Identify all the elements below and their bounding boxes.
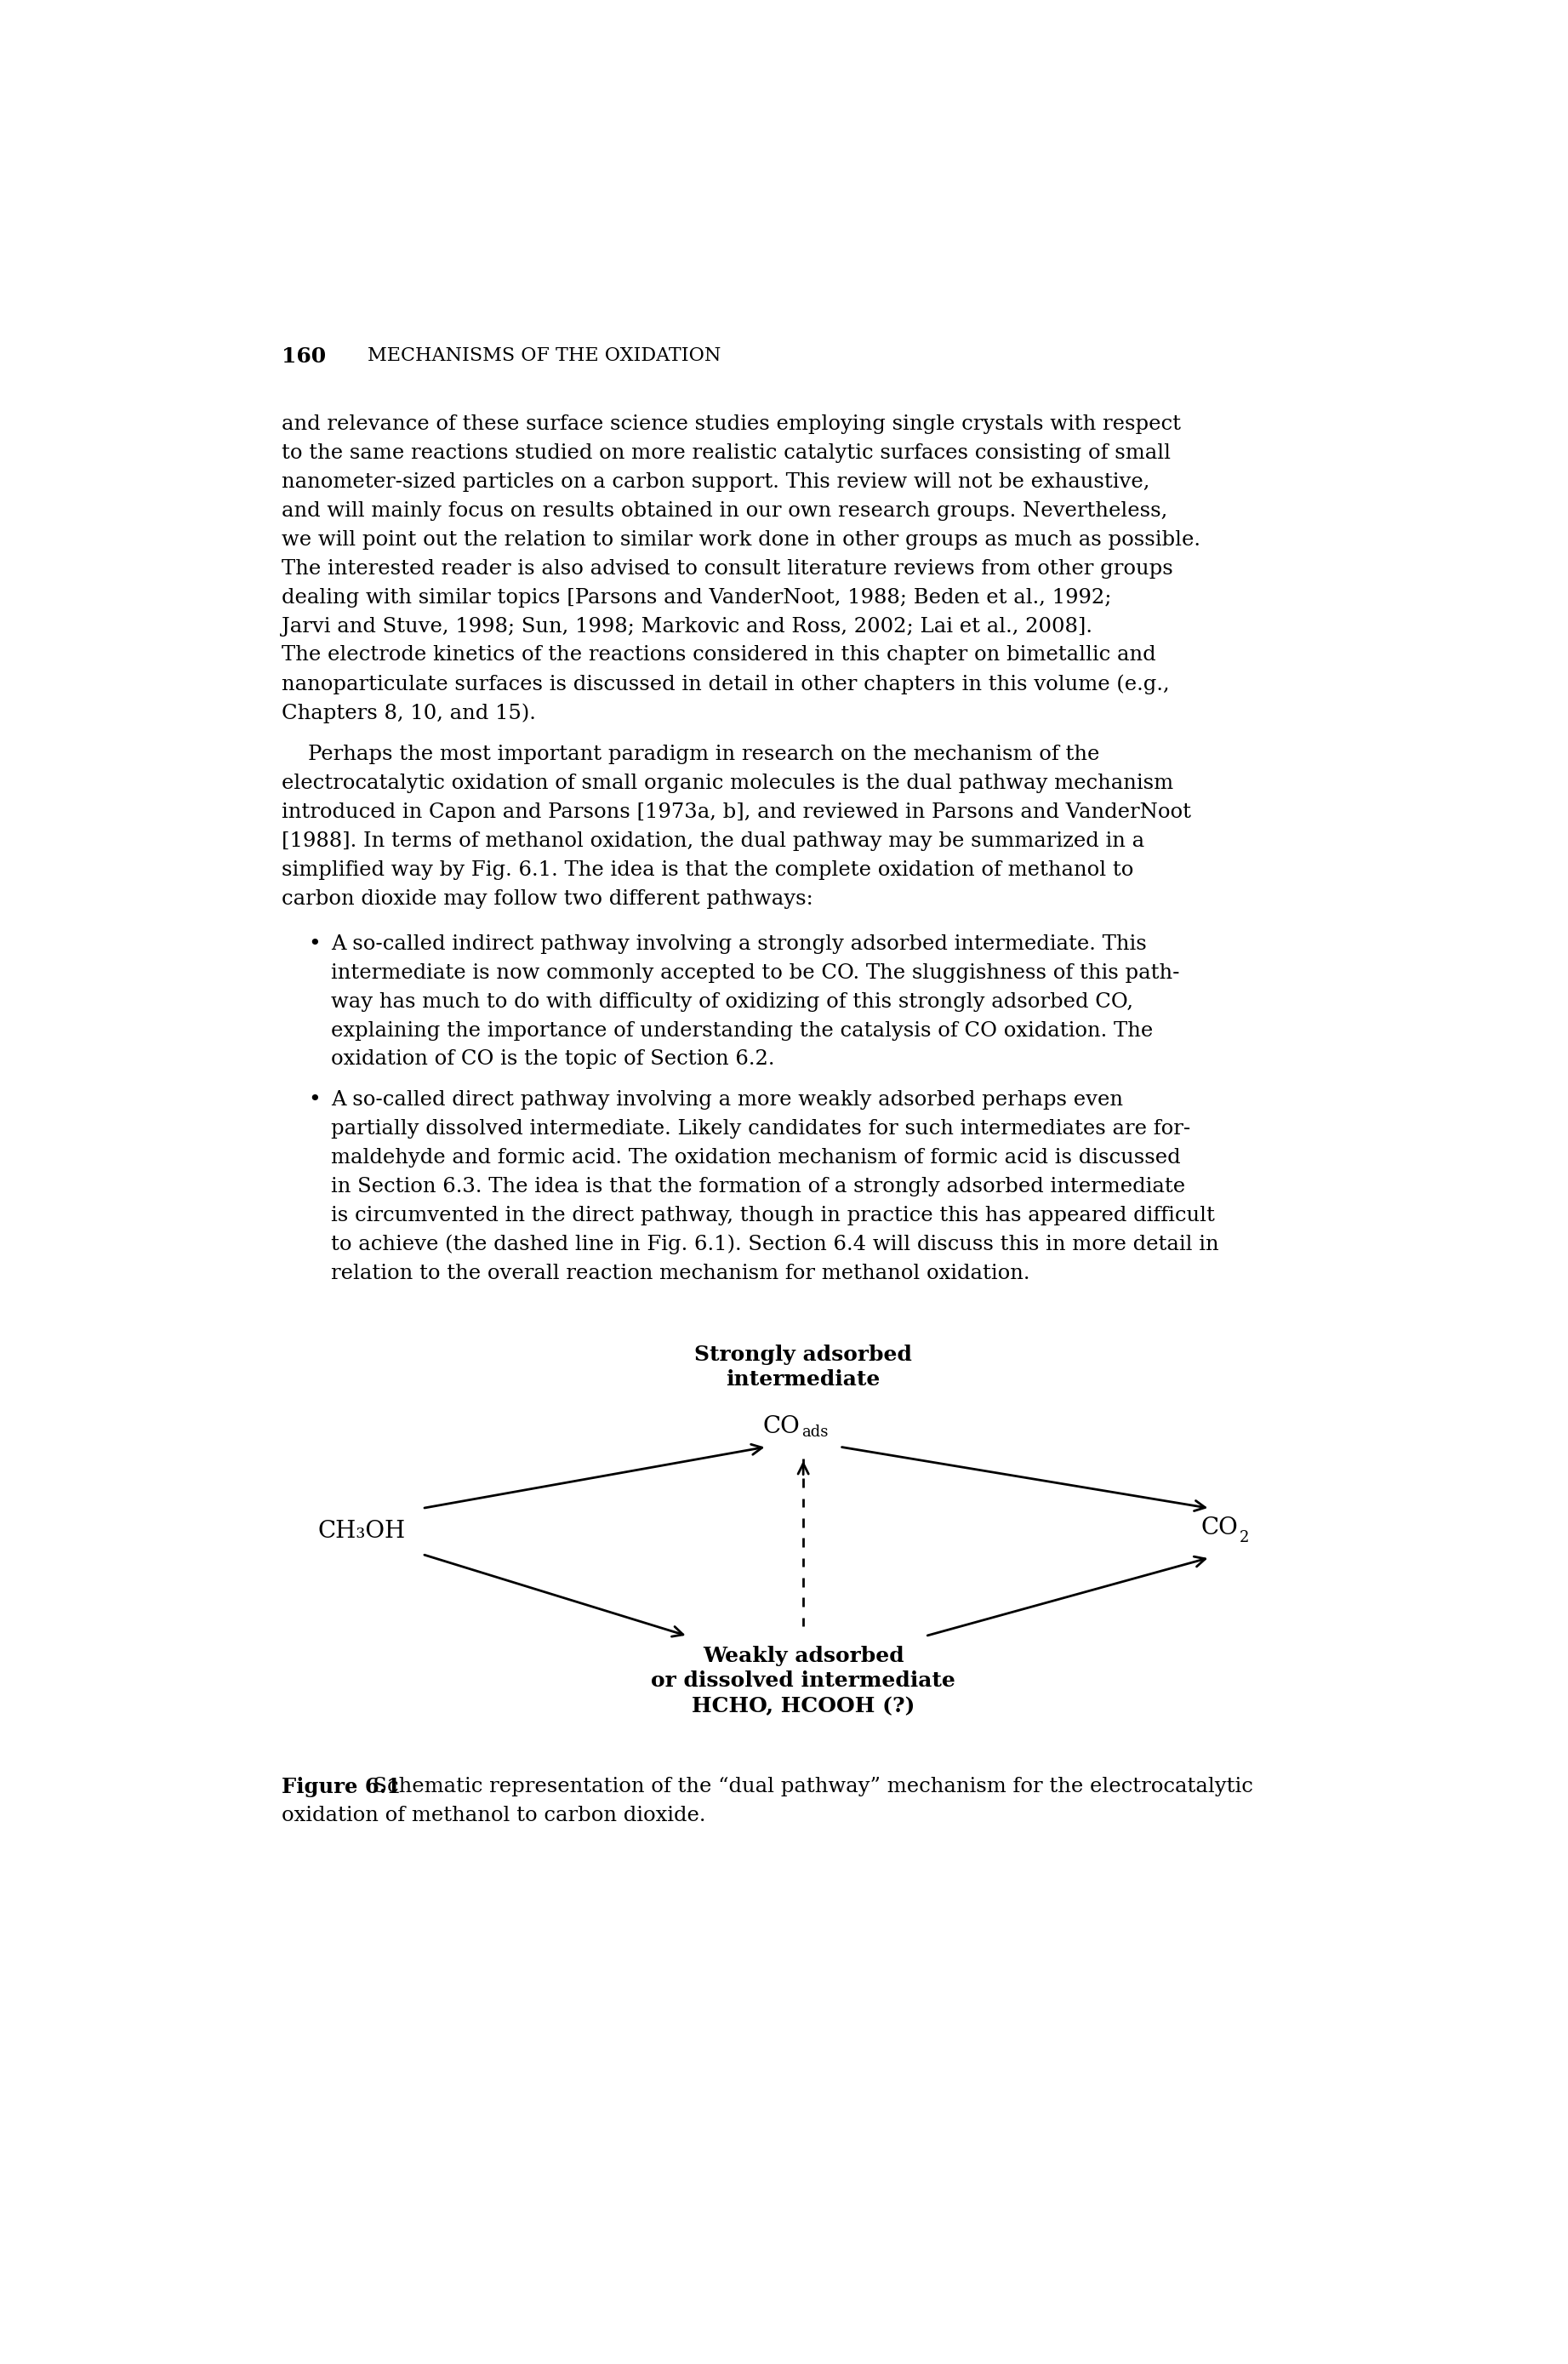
Text: to the same reactions studied on more realistic catalytic surfaces consisting of: to the same reactions studied on more re…	[282, 444, 1171, 463]
Text: introduced in Capon and Parsons [1973a, b], and reviewed in Parsons and VanderNo: introduced in Capon and Parsons [1973a, …	[282, 804, 1192, 823]
Text: MECHANISMS OF THE OXIDATION: MECHANISMS OF THE OXIDATION	[367, 345, 721, 364]
Text: HCHO, HCOOH (?): HCHO, HCOOH (?)	[691, 1695, 914, 1716]
Text: nanoparticulate surfaces is discussed in detail in other chapters in this volume: nanoparticulate surfaces is discussed in…	[282, 674, 1170, 695]
Text: nanometer-sized particles on a carbon support. This review will not be exhaustiv: nanometer-sized particles on a carbon su…	[282, 473, 1149, 492]
Text: intermediate: intermediate	[726, 1369, 880, 1390]
Text: CH₃OH: CH₃OH	[318, 1520, 406, 1544]
Text: [1988]. In terms of methanol oxidation, the dual pathway may be summarized in a: [1988]. In terms of methanol oxidation, …	[282, 832, 1145, 851]
Text: oxidation of methanol to carbon dioxide.: oxidation of methanol to carbon dioxide.	[282, 1806, 706, 1825]
Text: carbon dioxide may follow two different pathways:: carbon dioxide may follow two different …	[282, 889, 814, 908]
Text: explaining the importance of understanding the catalysis of CO oxidation. The: explaining the importance of understandi…	[331, 1021, 1152, 1040]
Text: or dissolved intermediate: or dissolved intermediate	[651, 1671, 955, 1690]
Text: and relevance of these surface science studies employing single crystals with re: and relevance of these surface science s…	[282, 414, 1181, 435]
Text: way has much to do with difficulty of oxidizing of this strongly adsorbed CO,: way has much to do with difficulty of ox…	[331, 993, 1134, 1012]
Text: simplified way by Fig. 6.1. The idea is that the complete oxidation of methanol : simplified way by Fig. 6.1. The idea is …	[282, 860, 1134, 879]
Text: and will mainly focus on results obtained in our own research groups. Neverthele: and will mainly focus on results obtaine…	[282, 501, 1168, 520]
Text: dealing with similar topics [Parsons and VanderNoot, 1988; Beden et al., 1992;: dealing with similar topics [Parsons and…	[282, 589, 1112, 608]
Text: ads: ads	[801, 1425, 828, 1440]
Text: intermediate is now commonly accepted to be CO. The sluggishness of this path-: intermediate is now commonly accepted to…	[331, 962, 1179, 983]
Text: we will point out the relation to similar work done in other groups as much as p: we will point out the relation to simila…	[282, 530, 1201, 548]
Text: maldehyde and formic acid. The oxidation mechanism of formic acid is discussed: maldehyde and formic acid. The oxidation…	[331, 1149, 1181, 1168]
Text: Schematic representation of the “dual pathway” mechanism for the electrocatalyti: Schematic representation of the “dual pa…	[359, 1778, 1253, 1797]
Text: Strongly adsorbed: Strongly adsorbed	[695, 1345, 913, 1364]
Text: in Section 6.3. The idea is that the formation of a strongly adsorbed intermedia: in Section 6.3. The idea is that the for…	[331, 1177, 1185, 1196]
Text: to achieve (the dashed line in Fig. 6.1). Section 6.4 will discuss this in more : to achieve (the dashed line in Fig. 6.1)…	[331, 1234, 1218, 1255]
Text: A so-called direct pathway involving a more weakly adsorbed perhaps even: A so-called direct pathway involving a m…	[331, 1090, 1123, 1109]
Text: •: •	[307, 934, 320, 955]
Text: 160: 160	[282, 345, 326, 366]
Text: CO: CO	[1201, 1518, 1237, 1539]
Text: Jarvi and Stuve, 1998; Sun, 1998; Markovic and Ross, 2002; Lai et al., 2008].: Jarvi and Stuve, 1998; Sun, 1998; Markov…	[282, 617, 1093, 636]
Text: Chapters 8, 10, and 15).: Chapters 8, 10, and 15).	[282, 702, 536, 723]
Text: relation to the overall reaction mechanism for methanol oxidation.: relation to the overall reaction mechani…	[331, 1262, 1030, 1284]
Text: The electrode kinetics of the reactions considered in this chapter on bimetallic: The electrode kinetics of the reactions …	[282, 645, 1156, 664]
Text: •: •	[307, 1090, 320, 1109]
Text: Figure 6.1: Figure 6.1	[282, 1778, 401, 1797]
Text: CO: CO	[762, 1416, 800, 1437]
Text: is circumvented in the direct pathway, though in practice this has appeared diff: is circumvented in the direct pathway, t…	[331, 1206, 1215, 1225]
Text: oxidation of CO is the topic of Section 6.2.: oxidation of CO is the topic of Section …	[331, 1050, 775, 1069]
Text: The interested reader is also advised to consult literature reviews from other g: The interested reader is also advised to…	[282, 558, 1173, 579]
Text: A so-called indirect pathway involving a strongly adsorbed intermediate. This: A so-called indirect pathway involving a…	[331, 934, 1146, 955]
Text: Perhaps the most important paradigm in research on the mechanism of the: Perhaps the most important paradigm in r…	[282, 745, 1099, 764]
Text: 2: 2	[1239, 1530, 1248, 1546]
Text: Weakly adsorbed: Weakly adsorbed	[702, 1645, 903, 1667]
Text: partially dissolved intermediate. Likely candidates for such intermediates are f: partially dissolved intermediate. Likely…	[331, 1118, 1190, 1139]
Text: electrocatalytic oxidation of small organic molecules is the dual pathway mechan: electrocatalytic oxidation of small orga…	[282, 773, 1173, 794]
